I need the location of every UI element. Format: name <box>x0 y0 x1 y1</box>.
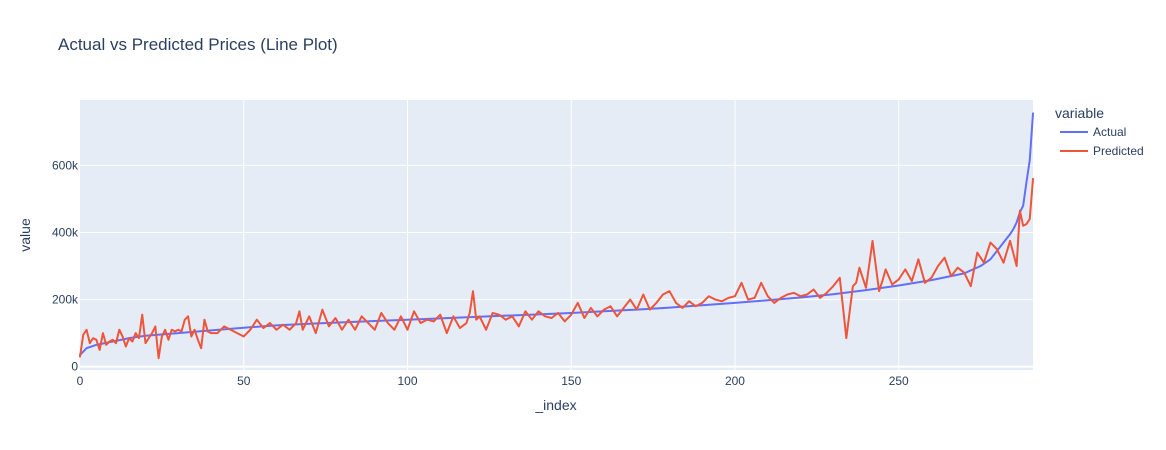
x-axis-label: _index <box>534 397 576 413</box>
x-tick-label: 200 <box>725 374 745 388</box>
y-gridlines <box>80 164 1033 368</box>
legend: variable Actual Predicted <box>1055 105 1144 158</box>
legend-items: Actual Predicted <box>1060 125 1144 158</box>
plot-area <box>80 100 1033 370</box>
y-axis-label: value <box>17 218 33 252</box>
x-tick-label: 50 <box>237 374 251 388</box>
y-tick-label: 200k <box>52 293 79 307</box>
y-tick-labels: 0 200k 400k 600k <box>52 158 79 373</box>
y-tick-label: 400k <box>52 225 79 239</box>
legend-label-actual: Actual <box>1093 125 1126 139</box>
x-gridlines <box>243 100 900 370</box>
chart-title: Actual vs Predicted Prices (Line Plot) <box>58 35 338 54</box>
series-layer <box>79 112 1034 360</box>
y-tick-label: 0 <box>71 360 78 374</box>
y-tick-label: 600k <box>52 158 79 172</box>
legend-label-predicted: Predicted <box>1093 144 1144 158</box>
series-line-actual <box>79 112 1034 356</box>
x-tick-label: 0 <box>77 374 84 388</box>
series-line-predicted <box>79 177 1034 360</box>
x-tick-label: 100 <box>397 374 417 388</box>
x-tick-labels: 0 50 100 150 200 250 <box>77 374 909 388</box>
x-tick-label: 150 <box>561 374 581 388</box>
x-tick-label: 250 <box>889 374 909 388</box>
legend-title: variable <box>1055 105 1104 121</box>
